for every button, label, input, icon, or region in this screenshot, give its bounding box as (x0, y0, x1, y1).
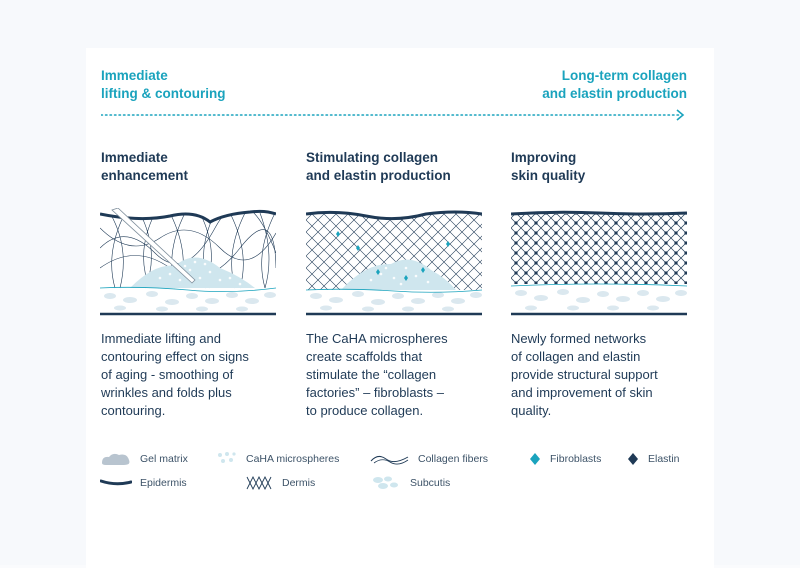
legend-fibroblasts: Fibroblasts (528, 451, 601, 467)
legend-label: Subcutis (410, 477, 451, 489)
legend-subcutis: Subcutis (372, 475, 450, 491)
column-3-title: Improving skin quality (511, 150, 586, 183)
legend-caha-microspheres: CaHA microspheres (216, 451, 339, 467)
gel-deposit (130, 257, 255, 288)
subcutis-icon (373, 476, 398, 489)
timeline-arrow (101, 109, 685, 121)
epidermis-line (100, 209, 276, 224)
fibroblast-icon (530, 453, 540, 465)
legend-label: CaHA microspheres (246, 453, 340, 465)
column-1-description: Immediate lifting and contouring effect … (101, 331, 249, 418)
dermis-icon (246, 475, 272, 491)
legend-epidermis: Epidermis (100, 475, 187, 491)
elastin-icon (628, 453, 638, 465)
epidermis-icon (100, 479, 132, 486)
gel-matrix-icon (102, 453, 130, 465)
illustration-collagen-stimulation (306, 210, 482, 316)
legend-gel-matrix: Gel matrix (100, 451, 188, 467)
legend-label: Elastin (648, 453, 680, 465)
legend-elastin: Elastin (626, 451, 680, 467)
collagen-fibers-icon (370, 455, 409, 465)
column-2-title: Stimulating collagen and elastin product… (306, 150, 451, 183)
timeline-start-label: Immediate lifting & contouring (101, 68, 226, 101)
needle-icon (111, 208, 196, 284)
column-2-description: The CaHA microspheres create scaffolds t… (306, 331, 448, 418)
arrow-head-icon (676, 109, 685, 121)
legend-label: Fibroblasts (550, 453, 602, 465)
caha-microspheres-icon (218, 452, 236, 463)
legend-collagen-fibers: Collagen fibers (370, 451, 488, 467)
illustration-skin-quality (511, 210, 687, 316)
legend-dermis: Dermis (246, 475, 315, 491)
illustration-immediate-enhancement (100, 208, 276, 316)
column-3-description: Newly formed networks of collagen and el… (511, 331, 658, 418)
legend-label: Dermis (282, 477, 316, 489)
fibroblasts (336, 231, 450, 281)
legend-label: Collagen fibers (418, 453, 489, 465)
column-1-title: Immediate enhancement (101, 150, 189, 183)
legend-label: Epidermis (140, 477, 187, 489)
timeline-end-label: Long-term collagen and elastin productio… (542, 68, 687, 101)
legend-label: Gel matrix (140, 453, 188, 465)
subcutis-cells (104, 291, 276, 312)
